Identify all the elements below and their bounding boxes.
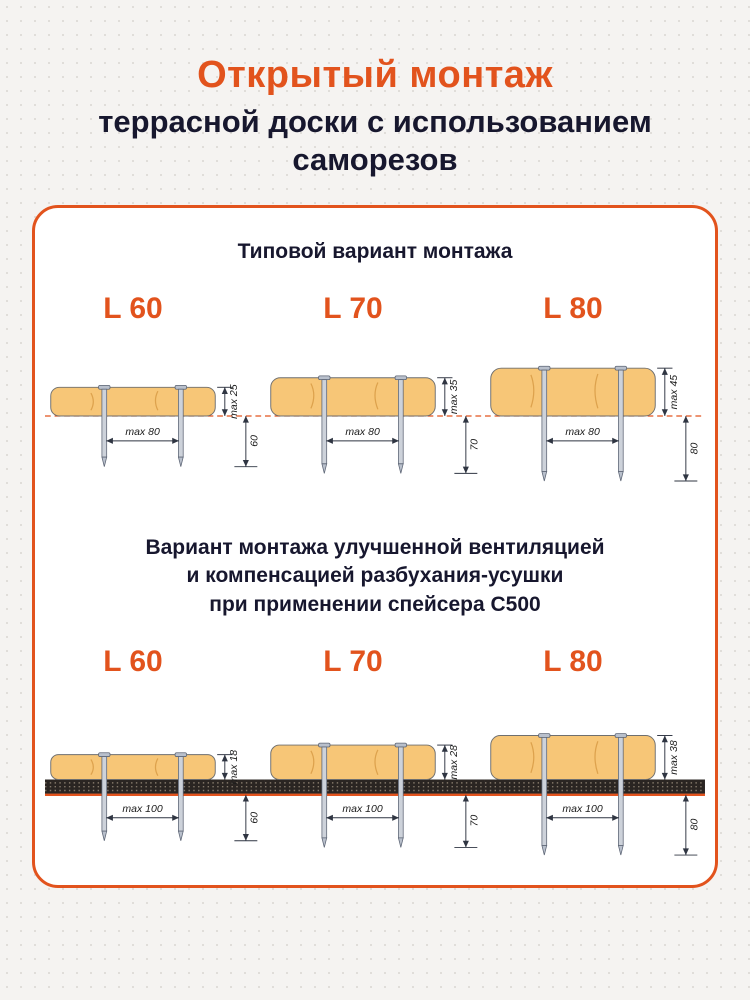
dim-label: max 100 [562,803,602,815]
dim-board-thickness: max 45 [657,367,680,416]
dim-label: 80 [688,442,700,454]
dim-screw-spacing: max 80 [106,426,179,444]
wood-grain [530,373,599,409]
label-typical-l70: L 70 [323,291,383,325]
page-title-main: террасной доски с использованием саморезо… [0,103,750,179]
diagram-typical-l70: max 35 max 80 70 [264,375,485,474]
dim-screw-depth: 70 [454,794,480,849]
deck-board [270,377,436,417]
label-spacer-l70: L 70 [323,645,383,679]
section-typical-heading: Типовой вариант монтажа [237,239,513,263]
title-line2: террасной доски с использованием [98,104,652,139]
dim-label: max 45 [668,375,680,410]
dim-board-thickness: max 18 [217,750,240,785]
spacer-texture [45,782,265,792]
cell-spacer-l80: max 38 max 100 80 [484,681,705,863]
dim-label: max 28 [448,745,460,780]
spacer-heading-line3: при применении спейсера С500 [209,592,541,616]
screw-left [98,752,111,841]
wood-grain [530,741,599,775]
diagram-spacer-l80: max 38 max 100 80 [484,733,705,856]
title-line3: саморезов [292,141,458,177]
dim-board-thickness: max 38 [657,735,680,780]
cell-spacer-l70: max 28 max 100 70 [264,681,485,863]
typical-diagrams-row: max 25 max 80 60 [45,328,705,500]
screw-right [174,752,187,841]
title-block: Открытый монтаж террасной доски с исполь… [0,0,750,179]
dim-label: max 18 [228,750,240,785]
spacer-texture [484,782,705,792]
diagram-card: Типовой вариант монтажа L 60 L 70 L 80 [32,204,718,888]
dim-screw-spacing: max 100 [326,803,399,821]
cell-typical-l60: max 25 max 80 60 [45,328,265,500]
dim-label: max 25 [228,384,240,419]
typical-labels-row: L 60 L 70 L 80 [45,292,705,326]
dim-label: max 35 [448,379,460,414]
wood-grain [90,758,159,777]
dim-screw-depth: 60 [234,794,260,842]
dim-screw-depth: 80 [674,794,700,856]
screw-right [394,375,407,474]
spacer-heading-line1: Вариант монтажа улучшенной вентиляцией [145,536,605,560]
dim-label: 60 [248,435,260,447]
dim-label: max 80 [345,426,380,438]
page-title-accent: Открытый монтаж [197,54,553,96]
dim-screw-depth: 60 [234,415,260,468]
screw-left [98,384,111,467]
cell-spacer-l60: max 18 max 100 60 [45,681,265,863]
screw-right [614,733,627,856]
deck-board [50,386,216,417]
label-spacer-l60: L 60 [103,645,163,679]
diagram-typical-l80: max 45 max 80 80 [484,365,705,482]
dim-screw-spacing: max 100 [106,803,179,821]
dim-label: 80 [688,819,700,831]
label-typical-l80: L 80 [543,291,603,325]
deck-board [270,744,436,781]
spacer-diagrams-row: max 18 max 100 60 [45,681,705,863]
dim-label: max 38 [668,740,680,775]
label-spacer-l80: L 80 [543,645,603,679]
cell-typical-l80: max 45 max 80 80 [484,328,705,500]
dim-board-thickness: max 25 [217,384,240,419]
deck-board [490,735,656,781]
screw-left [538,365,551,482]
dim-screw-depth: 70 [454,415,480,474]
spacer-texture [264,782,485,792]
cell-typical-l70: max 35 max 80 70 [264,328,485,500]
dim-label: 60 [248,812,260,824]
screw-right [394,742,407,848]
dim-board-thickness: max 35 [437,377,460,416]
dim-label: max 100 [122,803,162,815]
section-spacer-heading: Вариант монтажа улучшенной вентиляцией и … [45,534,705,619]
spacer-heading-line2: и компенсацией разбухания-усушки [186,564,564,588]
dim-label: max 100 [342,803,382,815]
diagram-spacer-l60: max 18 max 100 60 [45,750,265,842]
dim-label: 70 [468,815,480,827]
screw-left [538,733,551,856]
dim-board-thickness: max 28 [437,744,460,780]
dim-screw-spacing: max 80 [326,426,399,444]
screw-right [174,384,187,467]
screw-left [318,742,331,848]
label-typical-l60: L 60 [103,291,163,325]
deck-board [490,367,656,417]
diagram-typical-l60: max 25 max 80 60 [45,384,265,468]
wood-grain [310,382,379,410]
deck-board [50,754,216,781]
wood-grain [90,390,159,411]
screw-left [318,375,331,474]
dim-screw-spacing: max 100 [546,803,619,821]
dim-label: max 80 [565,426,600,438]
dim-screw-spacing: max 80 [546,426,619,444]
dim-screw-depth: 80 [674,415,700,482]
wood-grain [310,749,379,776]
screw-right [614,365,627,482]
dim-label: 70 [468,439,480,451]
spacer-labels-row: L 60 L 70 L 80 [45,645,705,679]
diagram-spacer-l70: max 28 max 100 70 [264,742,485,849]
dim-label: max 80 [125,426,160,438]
